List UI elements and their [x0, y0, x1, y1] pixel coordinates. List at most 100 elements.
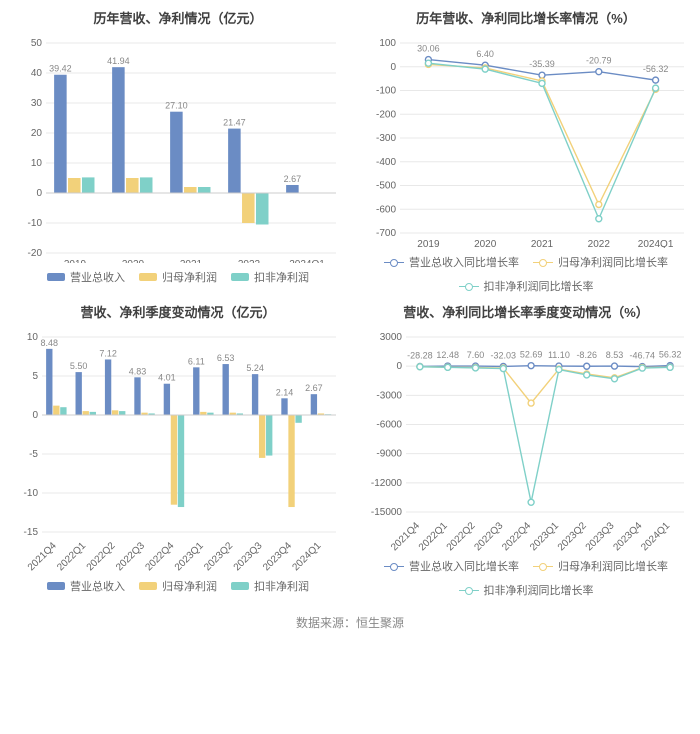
- svg-text:-20: -20: [28, 248, 43, 259]
- legend-item: 营业总收入: [47, 578, 125, 594]
- panel-annual-bar: 历年营收、净利情况（亿元） -20-100102030405039.4241.9…: [8, 8, 348, 294]
- panel-annual-growth: 历年营收、净利同比增长率情况（%） -700-600-500-400-300-2…: [356, 8, 696, 294]
- svg-text:-10: -10: [28, 218, 43, 229]
- legend-label: 归母净利润: [162, 578, 217, 594]
- legend-item: 归母净利润同比增长率: [533, 254, 668, 270]
- legend-item: 营业总收入同比增长率: [384, 254, 519, 270]
- legend-item: 归母净利润同比增长率: [533, 558, 668, 574]
- legend-item: 归母净利润: [139, 578, 217, 594]
- svg-text:-8.26: -8.26: [576, 350, 597, 360]
- legend-label: 扣非净利润: [254, 269, 309, 285]
- svg-text:40: 40: [31, 68, 43, 79]
- svg-text:-600: -600: [376, 204, 396, 215]
- svg-text:50: 50: [31, 38, 43, 49]
- svg-text:4.83: 4.83: [129, 366, 147, 376]
- svg-text:6.53: 6.53: [217, 353, 235, 363]
- svg-text:2024Q1: 2024Q1: [639, 520, 672, 552]
- svg-text:100: 100: [379, 38, 396, 49]
- svg-text:2023Q1: 2023Q1: [173, 540, 206, 572]
- svg-text:6.40: 6.40: [476, 49, 494, 59]
- svg-text:0: 0: [396, 361, 402, 372]
- svg-text:2.67: 2.67: [284, 174, 302, 184]
- svg-text:2024Q1: 2024Q1: [638, 239, 674, 248]
- legend-swatch-icon: [47, 582, 65, 590]
- legend-line-icon: [459, 590, 479, 591]
- svg-text:5.50: 5.50: [70, 361, 88, 371]
- legend-item: 扣非净利润: [231, 269, 309, 285]
- svg-text:-200: -200: [376, 109, 396, 120]
- svg-text:10: 10: [27, 332, 39, 343]
- svg-text:2022Q1: 2022Q1: [55, 540, 88, 572]
- svg-text:-28.28: -28.28: [407, 350, 433, 360]
- legend-line-icon: [459, 286, 479, 287]
- legend-line-icon: [384, 566, 404, 567]
- svg-text:2022: 2022: [238, 259, 261, 263]
- svg-text:11.10: 11.10: [548, 350, 570, 360]
- svg-text:2022Q2: 2022Q2: [85, 540, 118, 572]
- svg-text:-15: -15: [24, 527, 39, 538]
- svg-text:5.24: 5.24: [246, 363, 264, 373]
- legend-label: 归母净利润同比增长率: [558, 558, 668, 574]
- svg-text:56.32: 56.32: [659, 350, 682, 360]
- svg-text:30: 30: [31, 98, 43, 109]
- legend-item: 归母净利润: [139, 269, 217, 285]
- chart-annual-bar: -20-100102030405039.4241.9427.1021.472.6…: [8, 33, 348, 263]
- svg-text:7.60: 7.60: [467, 350, 485, 360]
- svg-text:8.53: 8.53: [606, 350, 624, 360]
- svg-text:-700: -700: [376, 228, 396, 239]
- svg-text:0: 0: [32, 410, 38, 421]
- svg-text:-15000: -15000: [371, 507, 403, 518]
- legend: 营业总收入同比增长率 归母净利润同比增长率扣非净利润同比增长率: [356, 558, 696, 598]
- svg-text:10: 10: [31, 158, 43, 169]
- legend-line-icon: [533, 262, 553, 263]
- dashboard: 历年营收、净利情况（亿元） -20-100102030405039.4241.9…: [0, 0, 700, 606]
- svg-text:52.69: 52.69: [520, 350, 543, 360]
- panel-quarterly-growth: 营收、净利同比增长率季度变动情况（%） -15000-12000-9000-60…: [356, 302, 696, 598]
- svg-text:-9000: -9000: [376, 449, 402, 460]
- legend-label: 扣非净利润同比增长率: [484, 278, 594, 294]
- svg-text:39.42: 39.42: [49, 64, 72, 74]
- svg-text:2022: 2022: [588, 239, 611, 248]
- legend-swatch-icon: [231, 582, 249, 590]
- svg-text:20: 20: [31, 128, 43, 139]
- svg-text:2019: 2019: [64, 259, 87, 263]
- legend-label: 归母净利润: [162, 269, 217, 285]
- svg-text:-100: -100: [376, 86, 396, 97]
- legend-swatch-icon: [47, 273, 65, 281]
- legend-item: 扣非净利润: [231, 578, 309, 594]
- legend-item: 扣非净利润同比增长率: [459, 582, 594, 598]
- svg-text:41.94: 41.94: [107, 56, 130, 66]
- svg-text:3000: 3000: [380, 332, 403, 343]
- svg-text:2019: 2019: [417, 239, 440, 248]
- svg-text:-32.03: -32.03: [491, 350, 517, 360]
- chart-quarterly-bar: -15-10-505108.485.507.124.834.016.116.53…: [8, 327, 348, 572]
- svg-text:-500: -500: [376, 181, 396, 192]
- legend: 营业总收入同比增长率归母净利润同比增长率扣非净利润同比增长率: [356, 254, 696, 294]
- svg-text:21.47: 21.47: [223, 118, 246, 128]
- svg-text:-300: -300: [376, 133, 396, 144]
- svg-text:2024Q1: 2024Q1: [290, 540, 323, 572]
- svg-text:2021: 2021: [531, 239, 554, 248]
- svg-text:2022Q3: 2022Q3: [114, 540, 147, 572]
- svg-text:2023Q2: 2023Q2: [202, 540, 235, 572]
- svg-text:-35.39: -35.39: [529, 59, 555, 69]
- chart-annual-growth: -700-600-500-400-300-200-100010030.066.4…: [356, 33, 696, 248]
- legend-item: 扣非净利润同比增长率: [459, 278, 594, 294]
- legend: 营业总收入 归母净利润扣非净利润: [8, 578, 348, 594]
- svg-text:2024Q1: 2024Q1: [289, 259, 325, 263]
- legend-swatch-icon: [231, 273, 249, 281]
- legend-label: 营业总收入同比增长率: [409, 558, 519, 574]
- legend: 营业总收入 归母净利润 扣非净利润: [8, 269, 348, 285]
- svg-text:-20.79: -20.79: [586, 56, 612, 66]
- svg-text:-12000: -12000: [371, 478, 403, 489]
- legend-label: 营业总收入: [70, 578, 125, 594]
- svg-text:5: 5: [32, 371, 38, 382]
- svg-text:27.10: 27.10: [165, 101, 188, 111]
- legend-swatch-icon: [139, 582, 157, 590]
- svg-text:-10: -10: [24, 488, 39, 499]
- svg-text:2023Q3: 2023Q3: [232, 540, 265, 572]
- panel-title: 营收、净利季度变动情况（亿元）: [8, 302, 348, 321]
- svg-text:-400: -400: [376, 157, 396, 168]
- chart-quarterly-growth: -15000-12000-9000-6000-300003000-28.2812…: [356, 327, 696, 552]
- legend-item: 营业总收入: [47, 269, 125, 285]
